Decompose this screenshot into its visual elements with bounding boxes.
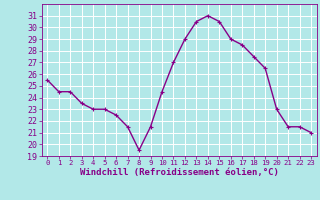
X-axis label: Windchill (Refroidissement éolien,°C): Windchill (Refroidissement éolien,°C) xyxy=(80,168,279,177)
